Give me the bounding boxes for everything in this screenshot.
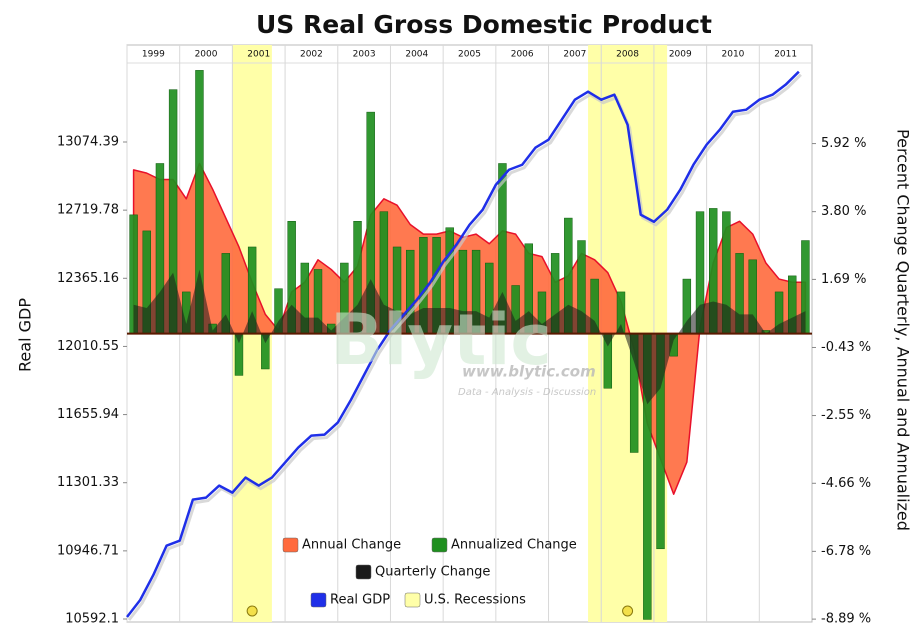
x-tick-label: 2008 [616, 50, 639, 60]
y-tick-label: 10946.71 [57, 543, 119, 558]
x-tick-label: 2005 [458, 50, 481, 60]
legend: Annual Change Annualized Change Quarterly … [282, 537, 577, 608]
x-tick-label: 2011 [774, 50, 797, 60]
front-layer: 1999 2000 2001 2002 2003 2004 2005 2006 2007 2008… [57, 50, 871, 627]
x-tick-label: 2001 [247, 50, 270, 60]
y-tick-label: 11655.94 [57, 407, 119, 422]
x-tick-label: 2009 [669, 50, 692, 60]
line-shadow [127, 73, 802, 621]
x-tick-label: 2002 [300, 50, 323, 60]
recession-icon [622, 605, 634, 617]
legend-swatch [431, 537, 448, 553]
chart-title: US Real Gross Domestic Product [256, 10, 712, 39]
x-tick-label: 2010 [722, 50, 745, 60]
legend-swatch [404, 592, 421, 608]
y2-tick-label: 1.69 % [821, 272, 866, 287]
watermark-logo: Blytic [330, 299, 552, 381]
x-tick-label: 2007 [563, 50, 586, 60]
area [133, 269, 806, 405]
y-axis-label: Real GDP [16, 298, 35, 372]
legend-label: Annual Change [302, 538, 401, 553]
y-tick-label: 10592.1 [65, 612, 119, 627]
legend-label: Real GDP [330, 593, 390, 608]
legend-label: Annualized Change [451, 538, 577, 553]
legend-swatch [310, 592, 327, 608]
y2-tick-label: -0.43 % [821, 340, 871, 355]
legend-label: U.S. Recessions [424, 593, 526, 608]
legend-label: Quarterly Change [375, 565, 490, 580]
y2-tick-label: 3.80 % [821, 204, 866, 219]
legend-swatch [282, 537, 299, 553]
y2-tick-label: 5.92 % [821, 136, 866, 151]
x-tick-label: 2003 [353, 50, 376, 60]
line [126, 70, 800, 618]
y-tick-label: 12010.55 [57, 339, 119, 354]
watermark-url: www.blytic.com [462, 363, 596, 381]
y-tick-label: 13074.39 [57, 135, 119, 150]
y2-axis-label: Percent Change Quarterly, Annual and Ann… [894, 129, 913, 531]
y2-tick-label: -2.55 % [821, 408, 871, 423]
recession-icon [246, 605, 258, 617]
x-tick-label: 1999 [142, 50, 165, 60]
watermark-tagline: Data - Analysis - Discussion [458, 387, 596, 398]
legend-swatch [355, 564, 372, 580]
y2-tick-label: -8.89 % [821, 612, 871, 627]
x-tick-label: 2006 [511, 50, 534, 60]
x-tick-label: 2004 [405, 50, 428, 60]
x-tick-label: 2000 [195, 50, 218, 60]
y-tick-label: 11301.33 [57, 475, 119, 490]
y2-tick-label: -4.66 % [821, 476, 871, 491]
y2-tick-label: -6.78 % [821, 544, 871, 559]
marks-layer [126, 70, 812, 621]
y-tick-label: 12719.78 [57, 203, 119, 218]
y-tick-label: 12365.16 [57, 271, 119, 286]
